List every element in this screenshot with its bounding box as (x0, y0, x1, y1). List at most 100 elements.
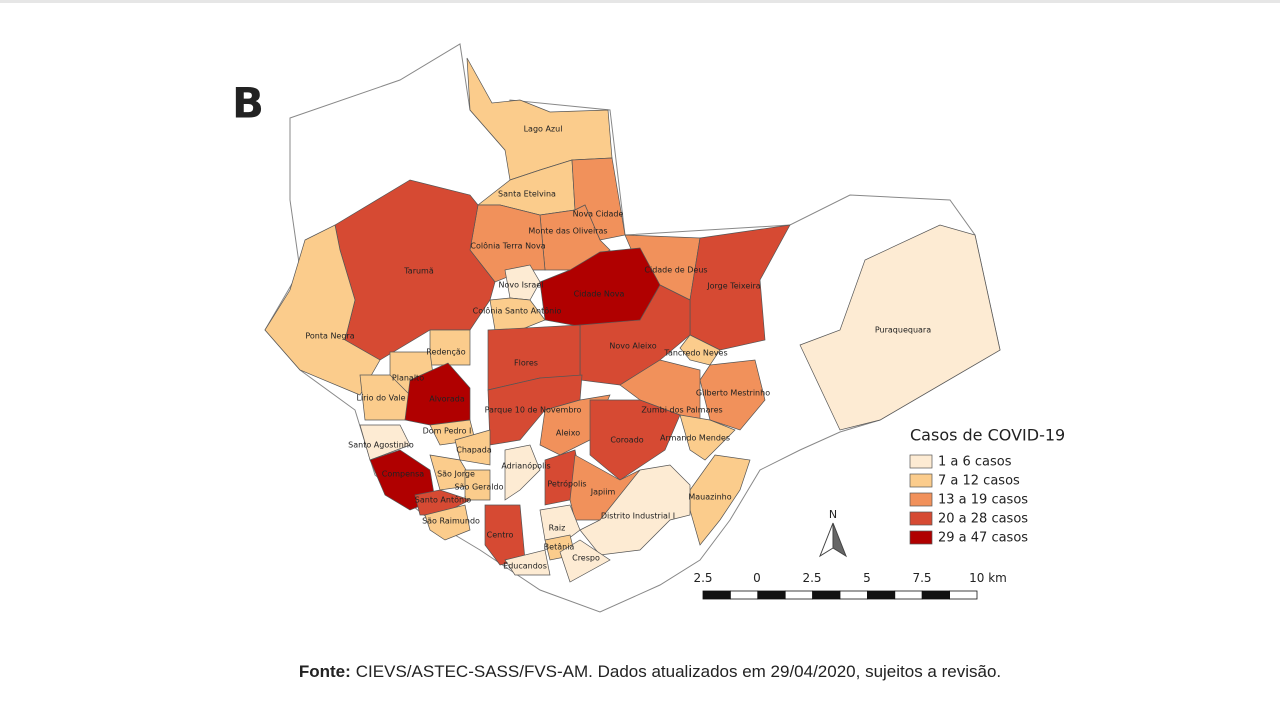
region-label: Petrópolis (547, 479, 586, 489)
region-label: Gilberto Mestrinho (696, 389, 770, 398)
scale-label: 7.5 (912, 571, 931, 585)
scale-segment (784, 590, 814, 600)
legend-title: Casos de COVID-19 (910, 426, 1065, 445)
region-label: Japiim (590, 488, 616, 497)
north-label: N (829, 508, 837, 521)
scale-segment (757, 590, 786, 600)
scale-segment (949, 590, 978, 600)
regions (264, 57, 1001, 583)
legend: 1 a 6 casos 7 a 12 casos 13 a 19 casos 20 a… (909, 454, 1028, 546)
legend-swatch (909, 492, 933, 507)
region-label: Compensa (382, 470, 425, 479)
legend-swatch (909, 530, 933, 545)
scale-segment (730, 590, 759, 600)
scale-label: 2.5 (693, 571, 712, 585)
source-label: Fonte: (299, 662, 351, 681)
scale-segment (867, 590, 896, 600)
source-text: CIEVS/ASTEC-SASS/FVS-AM. Dados atualizad… (356, 662, 1001, 681)
north-arrow: N (818, 508, 848, 558)
region-label: Betânia (544, 543, 575, 552)
scale-segment (894, 590, 923, 600)
region-label: Tancredo Neves (663, 349, 727, 358)
region-label: Chapada (456, 446, 492, 455)
north-arrow-left (818, 522, 834, 558)
region-label: São Raimundo (422, 517, 480, 526)
region-label: Jorge Teixeira (706, 282, 761, 291)
region-label: Novo Israel (499, 281, 544, 290)
region-label: Zumbi dos Palmares (641, 406, 722, 415)
region-label: São Jorge (437, 470, 475, 479)
scale-label: 0 (753, 571, 761, 585)
region-label: São Geraldo (455, 483, 504, 492)
region (679, 414, 736, 461)
region-label: Coroado (610, 436, 643, 445)
region-label: Tarumã (403, 267, 434, 276)
region-label: Cidade Nova (574, 290, 625, 299)
legend-label: 20 a 28 casos (938, 512, 1028, 527)
region-label: Centro (487, 531, 514, 540)
region (464, 469, 491, 501)
region-label: Flores (514, 359, 538, 368)
source-note: Fonte: CIEVS/ASTEC-SASS/FVS-AM. Dados atu… (299, 662, 1001, 681)
legend-swatch (909, 454, 933, 469)
scale-label: 10 km (969, 571, 1007, 585)
region-label: Parque 10 de Novembro (485, 406, 582, 415)
region-label: Monte das Oliveiras (528, 227, 607, 236)
scale-segment (839, 590, 868, 600)
region (504, 444, 541, 501)
region-label: Adrianópolis (501, 461, 550, 471)
region (454, 429, 491, 466)
region-label: Mauazinho (688, 493, 731, 502)
scale-segment (702, 590, 731, 600)
region-label: Colônia Terra Nova (470, 241, 545, 251)
north-arrow-right (832, 522, 848, 558)
region-label: Nova Cidade (573, 210, 624, 219)
region-label: Crespo (572, 554, 600, 563)
legend-label: 29 a 47 casos (938, 531, 1028, 546)
region-label: Colônia Santo Antônio (473, 306, 562, 316)
legend-label: 1 a 6 casos (938, 455, 1012, 470)
region-label: Planalto (392, 374, 424, 383)
region-label: Lírio do Vale (356, 394, 405, 403)
legend-label: 7 a 12 casos (938, 474, 1020, 489)
region (264, 224, 381, 396)
scale-segment (921, 590, 951, 600)
panel-label: B (232, 79, 264, 128)
region-label: Raiz (549, 524, 566, 533)
region-label: Alvorada (429, 395, 465, 404)
region-label: Puraquequara (875, 326, 931, 335)
region-label: Lago Azul (524, 125, 563, 134)
region (579, 464, 691, 556)
legend-swatch (909, 473, 933, 488)
region-label: Novo Aleixo (609, 342, 656, 351)
region (504, 264, 541, 301)
region-label: Distrito Industrial I (601, 512, 675, 521)
region (539, 204, 611, 271)
region-label: Ponta Negra (305, 332, 354, 341)
region-label: Santa Etelvina (498, 190, 556, 199)
region-label: Aleixo (556, 429, 580, 438)
region (589, 399, 681, 481)
region-label: Santo Agostinho (348, 441, 414, 450)
scale-segment (812, 590, 841, 600)
legend-swatch (909, 511, 933, 526)
region-label: Santo Antônio (415, 495, 471, 505)
region (679, 334, 721, 366)
region-label: Dom Pedro I (423, 427, 472, 436)
region (799, 224, 1001, 431)
top-border (0, 0, 1280, 3)
region-label: Armando Mendes (660, 434, 730, 443)
region-labels: Lago Azul Santa Etelvina Nova Cidade Monte … (305, 125, 931, 571)
region-label: Redenção (426, 348, 465, 357)
region (424, 504, 471, 541)
legend-label: 13 a 19 casos (938, 493, 1028, 508)
scale-bar: 2.5 0 2.5 5 7.5 10 km (693, 571, 1007, 600)
scale-label: 2.5 (802, 571, 821, 585)
region-label: Cidade de Deus (644, 266, 707, 275)
region (359, 424, 411, 461)
scale-label: 5 (863, 571, 871, 585)
region (559, 539, 611, 583)
region-label: Educandos (503, 562, 547, 571)
